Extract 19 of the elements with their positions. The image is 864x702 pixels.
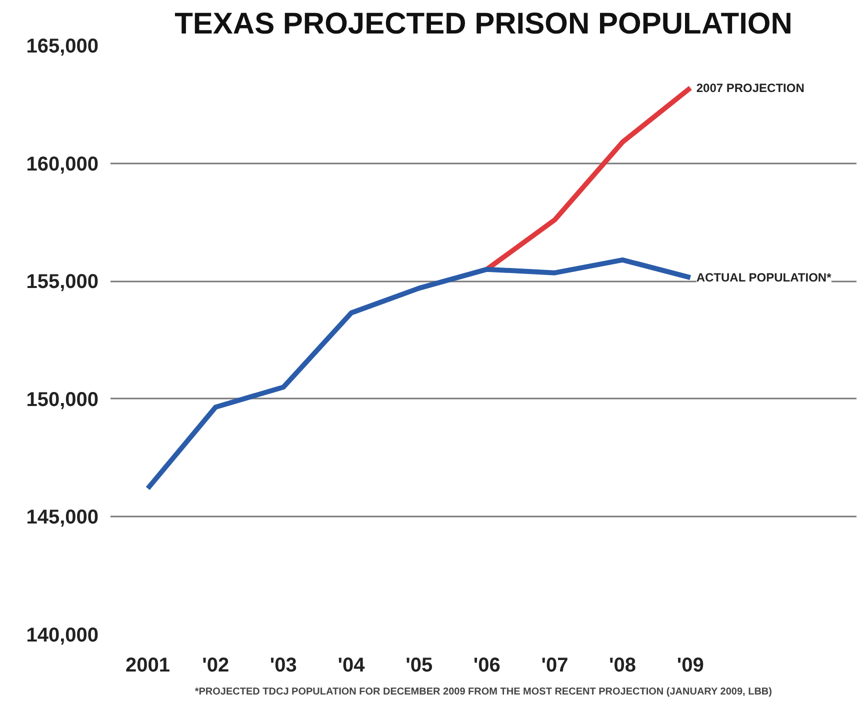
x-tick-label: '06 bbox=[473, 654, 500, 676]
series-label: 2007 PROJECTION bbox=[696, 80, 804, 95]
y-tick-label: 165,000 bbox=[26, 36, 98, 58]
x-tick-label: '05 bbox=[406, 654, 433, 676]
x-tick-label: '08 bbox=[609, 654, 636, 676]
chart-title: TEXAS PROJECTED PRISON POPULATION bbox=[174, 8, 792, 40]
x-tick-label: '09 bbox=[676, 654, 704, 676]
text: *PROJECTED TDCJ POPULATION FOR DECEMBER 2009 FROM THE MOST RECENT PROJECTION (JANUARY 2009, LBB) bbox=[194, 686, 772, 698]
x-tick-label: '04 bbox=[338, 654, 366, 676]
y-tick-label: 140,000 bbox=[26, 624, 98, 646]
y-tick-label: 160,000 bbox=[26, 153, 98, 176]
y-tick-label: 155,000 bbox=[26, 271, 98, 294]
x-tick-label: '03 bbox=[270, 654, 297, 676]
y-tick-label: 150,000 bbox=[26, 388, 98, 411]
x-tick-label: '02 bbox=[202, 654, 230, 676]
x-tick-label: '07 bbox=[541, 654, 568, 676]
x-tick-label: 2001 bbox=[126, 654, 170, 676]
y-tick-label: 145,000 bbox=[26, 506, 98, 529]
series-label: ACTUAL POPULATION* bbox=[696, 270, 832, 285]
